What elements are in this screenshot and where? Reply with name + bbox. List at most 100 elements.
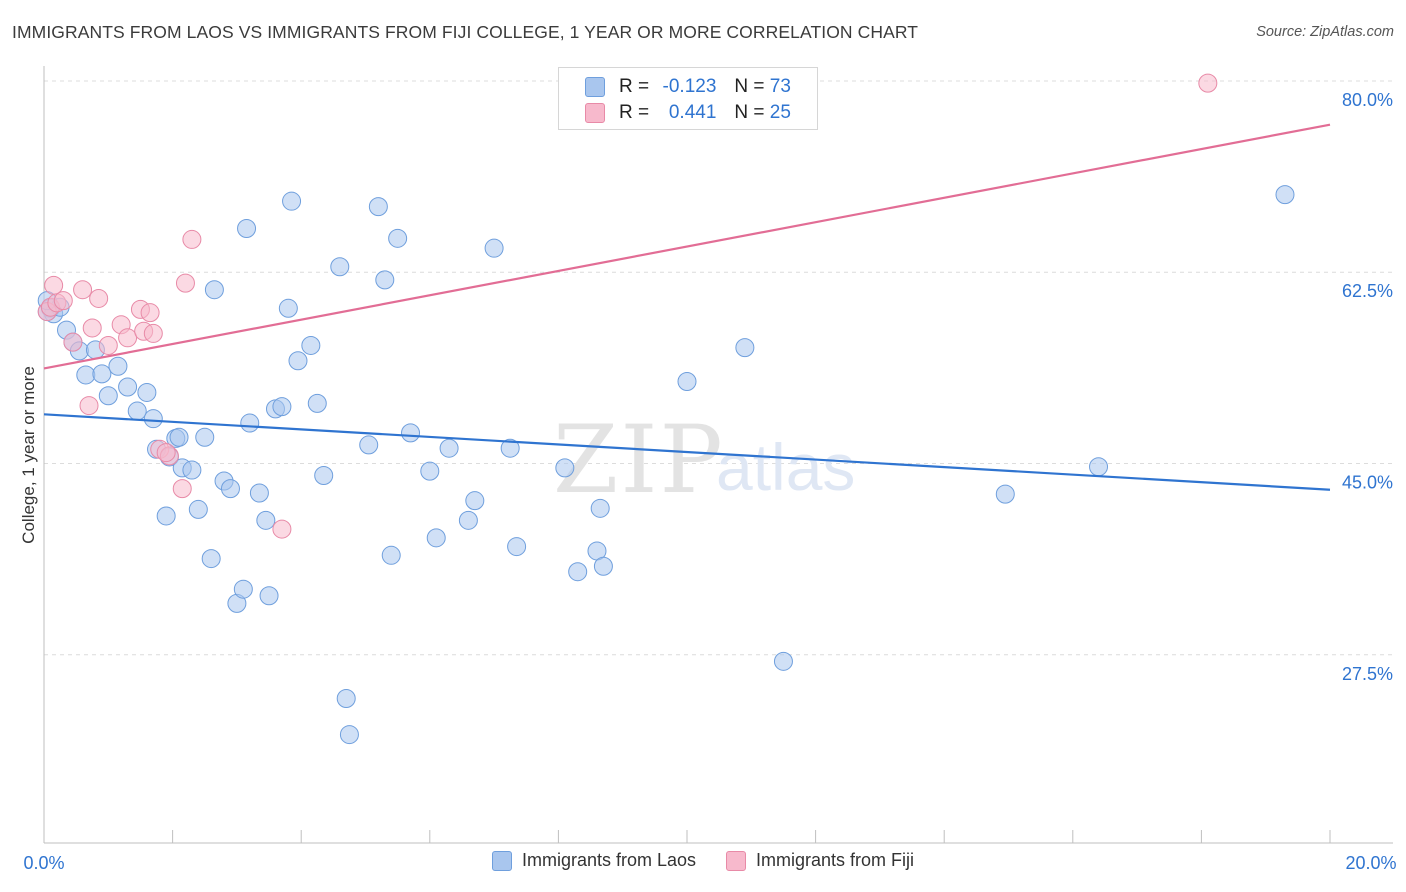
laos-point [500, 438, 520, 458]
trend-line-fiji [43, 123, 1331, 370]
laos-point [568, 562, 588, 582]
fiji-point [172, 479, 192, 499]
legend-n-label: N = [734, 102, 765, 123]
laos-point [735, 338, 755, 358]
laos-point [465, 491, 485, 511]
legend-row-fiji: R = 0.441 N = 25 [585, 100, 791, 126]
laos-point [195, 427, 215, 447]
laos-point [182, 460, 202, 480]
laos-point [381, 545, 401, 565]
legend-row-laos: R = -0.123 N = 73 [585, 74, 791, 100]
x-ticks [43, 830, 1331, 843]
laos-point [314, 466, 334, 486]
fiji-point [73, 280, 93, 300]
legend-label-laos: Immigrants from Laos [521, 850, 697, 870]
legend-r-label: R = [619, 76, 650, 97]
laos-point [339, 725, 359, 745]
laos-point [593, 556, 613, 576]
laos-point [233, 579, 253, 599]
laos-point [336, 688, 356, 708]
laos-point [240, 413, 260, 433]
fiji-point [89, 288, 109, 308]
series-legend: Immigrants from Laos Immigrants from Fij… [0, 850, 1406, 871]
laos-point [555, 458, 575, 478]
source-label: Source: ZipAtlas.com [1256, 24, 1394, 40]
fiji-point [44, 275, 64, 295]
y-tick-label: 27.5% [1342, 664, 1393, 684]
laos-point [330, 257, 350, 277]
laos-point [156, 506, 176, 526]
laos-point [272, 397, 292, 417]
laos-point [249, 483, 269, 503]
laos-point [995, 484, 1015, 504]
axes [43, 66, 1393, 844]
laos-point [188, 499, 208, 519]
fiji-point [82, 318, 102, 338]
fiji-point [98, 335, 118, 355]
legend-n-label: N = [734, 76, 765, 97]
legend-item-fiji[interactable]: Immigrants from Fiji [726, 850, 914, 871]
laos-point [301, 335, 321, 355]
trend-lines [43, 123, 1331, 491]
laos-point [237, 219, 257, 239]
y-axis-label: College, 1 year or more [19, 366, 38, 544]
laos-point [118, 377, 138, 397]
fiji-point [272, 519, 292, 539]
watermark-zip: ZIP [553, 406, 725, 515]
legend-label-fiji: Immigrants from Fiji [756, 850, 915, 870]
watermark-atlas: atlas [716, 430, 855, 504]
legend-swatch-laos [491, 850, 512, 871]
fiji-point [182, 229, 202, 249]
fiji-point [1198, 73, 1218, 93]
laos-point [256, 510, 276, 530]
laos-point [368, 197, 388, 217]
laos-point [220, 479, 240, 499]
y-tick-label: 62.5% [1342, 281, 1393, 301]
laos-point [507, 537, 527, 557]
legend-item-laos[interactable]: Immigrants from Laos [491, 850, 697, 871]
laos-point [773, 651, 793, 671]
fiji-point [140, 303, 160, 323]
laos-point [282, 191, 302, 211]
laos-point [677, 372, 697, 392]
laos-point [278, 298, 298, 318]
legend-n-value: 25 [769, 102, 791, 123]
legend-r-value: 0.441 [668, 102, 717, 123]
laos-point [204, 280, 224, 300]
laos-point [137, 382, 157, 402]
laos-point [76, 365, 96, 385]
laos-point [108, 356, 128, 376]
y-tick-label: 45.0% [1342, 473, 1393, 493]
fiji-point [63, 332, 83, 352]
series-fiji-points [37, 73, 1218, 539]
fiji-point [53, 291, 73, 311]
laos-point [201, 549, 221, 569]
legend-r-value: -0.123 [662, 76, 717, 97]
legend-n-value: 73 [769, 76, 791, 97]
correlation-legend: R = -0.123 N = 73 R = 0.441 N = 25 [558, 67, 818, 130]
laos-point [307, 393, 327, 413]
legend-swatch-fiji [726, 850, 747, 871]
laos-point [590, 498, 610, 518]
laos-point [439, 438, 459, 458]
fiji-point [143, 323, 163, 343]
y-tick-label: 80.0% [1342, 90, 1393, 110]
legend-swatch-fiji [585, 103, 605, 123]
fiji-point [156, 443, 176, 463]
x-min-label: 0.0% [23, 853, 64, 873]
laos-point [388, 228, 408, 248]
laos-point [426, 528, 446, 548]
laos-point [143, 409, 163, 429]
laos-point [420, 461, 440, 481]
laos-point [127, 401, 147, 421]
chart-title: IMMIGRANTS FROM LAOS VS IMMIGRANTS FROM … [12, 22, 919, 42]
gridlines [44, 80, 1393, 656]
laos-point [1089, 457, 1109, 477]
laos-point [484, 238, 504, 258]
laos-point [401, 423, 421, 443]
laos-point [359, 435, 379, 455]
fiji-point [79, 396, 99, 416]
legend-r-label: R = [619, 102, 650, 123]
laos-point [458, 510, 478, 530]
